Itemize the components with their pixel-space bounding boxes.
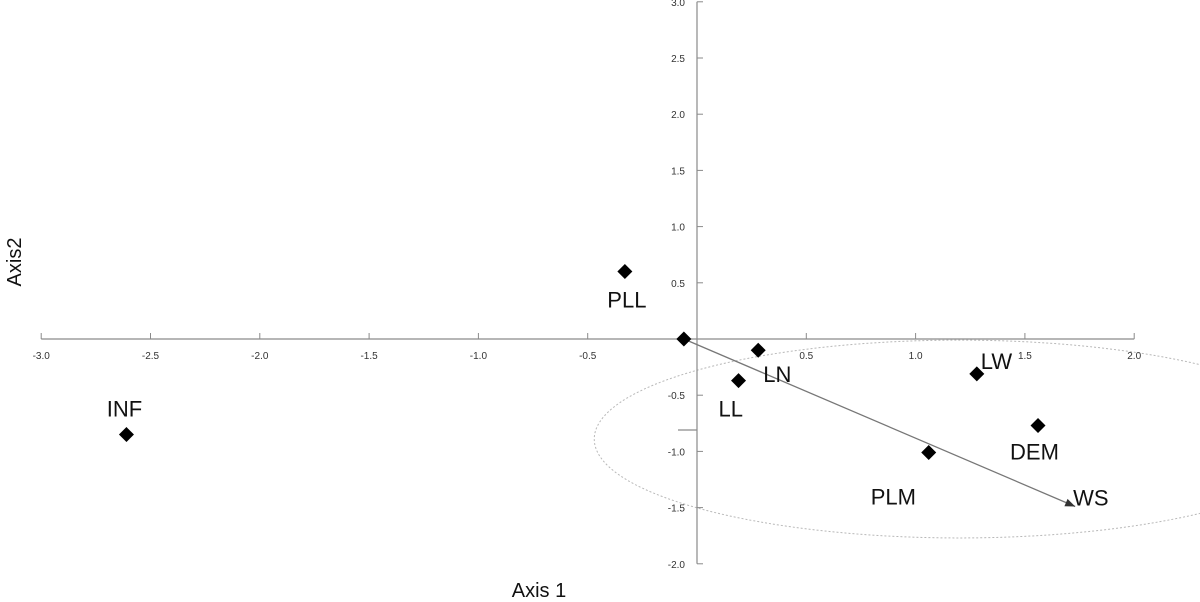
data-point-marker	[921, 445, 937, 461]
y-tick-label: -0.5	[668, 391, 686, 402]
y-tick-label: 3.0	[671, 0, 685, 9]
x-tick-label: -2.0	[251, 351, 269, 362]
x-tick-label: -3.0	[33, 351, 51, 362]
x-tick-label: 0.5	[799, 351, 813, 362]
data-point-label: PLL	[607, 288, 646, 313]
ws-vector-arrowhead	[1064, 498, 1076, 507]
data-point-marker	[731, 373, 747, 389]
data-point-label: DEM	[1010, 440, 1059, 465]
y-tick-label: -1.0	[668, 447, 686, 458]
y-tick-label: 1.5	[671, 166, 685, 177]
x-tick-label: 1.5	[1018, 351, 1032, 362]
y-tick-label: -1.5	[668, 504, 686, 515]
x-tick-label: -2.5	[142, 351, 160, 362]
ws-vector-label: WS	[1073, 485, 1108, 510]
data-point-label: LL	[719, 397, 743, 422]
y-tick-label: 0.5	[671, 279, 685, 290]
data-point-label: LW	[981, 349, 1013, 374]
data-point-marker	[676, 331, 692, 347]
confidence-ellipse	[593, 339, 1200, 539]
data-points: INF PLL LN LL LW DEM PLM WS	[107, 264, 1109, 510]
data-point-label: PLM	[871, 485, 916, 510]
data-point-marker	[118, 427, 134, 443]
y-axis-title: Axis2	[4, 238, 26, 287]
x-axis-title: Axis 1	[512, 580, 566, 602]
x-tick-label: -1.5	[360, 351, 378, 362]
x-tick-label: -0.5	[579, 351, 597, 362]
data-point-label: LN	[763, 362, 791, 387]
data-point-marker	[617, 264, 633, 280]
data-point-marker	[969, 366, 985, 382]
y-tick-label: -2.0	[668, 560, 686, 571]
x-tick-label: 1.0	[909, 351, 923, 362]
ws-vector	[683, 338, 1076, 508]
y-tick-label: 1.0	[671, 223, 685, 234]
data-point-marker	[1030, 418, 1046, 434]
y-tick-label: 2.0	[671, 110, 685, 121]
x-tick-label: -1.0	[470, 351, 488, 362]
y-tick-label: 2.5	[671, 54, 685, 65]
data-point-label: INF	[107, 397, 142, 422]
data-point-marker	[750, 342, 766, 358]
axis-ticks: -3.0 -2.5 -2.0 -1.5 -1.0 -0.5 0.5 1.0 1.5 2.0 3.0 2…	[33, 0, 1142, 571]
x-tick-label: 2.0	[1127, 351, 1141, 362]
